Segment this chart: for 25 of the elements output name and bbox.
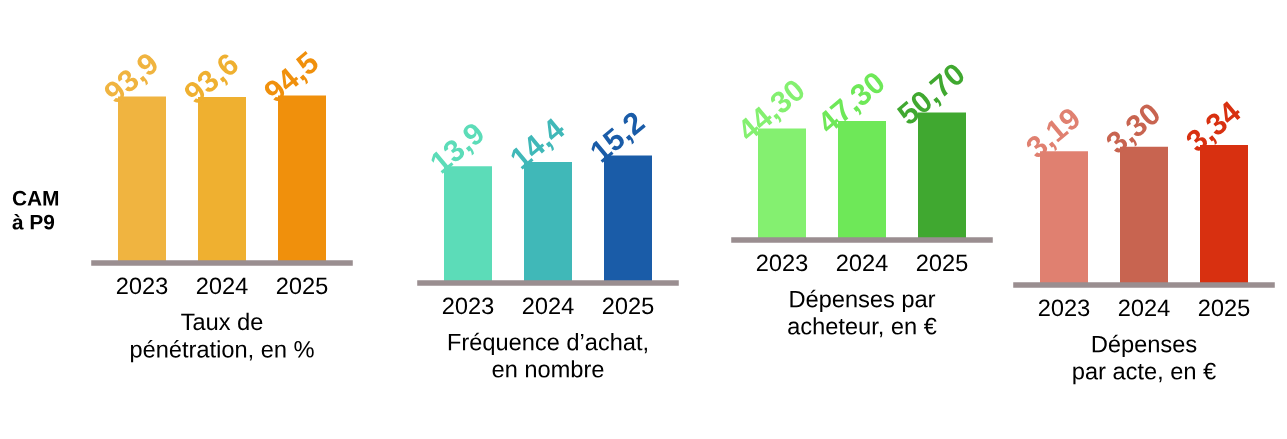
x-tick-label: 2024 (836, 254, 888, 272)
x-tick-label: 2023 (1038, 299, 1090, 317)
x-tick-label: 2024 (196, 277, 248, 295)
x-tick-label: 2025 (276, 277, 328, 295)
x-tick-label: 2023 (442, 297, 494, 315)
x-tick-label: 2023 (756, 254, 808, 272)
x-tick-label: 2025 (1198, 299, 1250, 317)
data-label: 13,9 (428, 121, 489, 178)
data-label: 94,5 (262, 50, 324, 108)
data-label: 3,19 (1023, 106, 1085, 164)
x-tick-label: 2025 (602, 297, 654, 315)
data-label: 3,34 (1183, 99, 1246, 157)
x-axis-title: Fréquence d’achat, en nombre (448, 332, 647, 378)
x-tick-label: 2025 (916, 254, 968, 272)
x-tick-label: 2024 (1118, 299, 1170, 317)
data-label: 93,6 (182, 51, 243, 109)
text: CAM à P9 (12, 190, 59, 230)
x-tick-label: 2024 (522, 297, 574, 315)
x-axis-title: Taux de pénétration, en % (130, 312, 314, 363)
data-label: 93,9 (102, 51, 163, 109)
x-axis-title: Dépenses par acte, en € (1073, 334, 1216, 385)
data-label: 3,30 (1103, 101, 1165, 159)
x-axis-title: Dépenses par acheteur, en € (788, 289, 937, 338)
data-label: 15,2 (588, 110, 649, 167)
x-tick-label: 2023 (116, 277, 168, 295)
